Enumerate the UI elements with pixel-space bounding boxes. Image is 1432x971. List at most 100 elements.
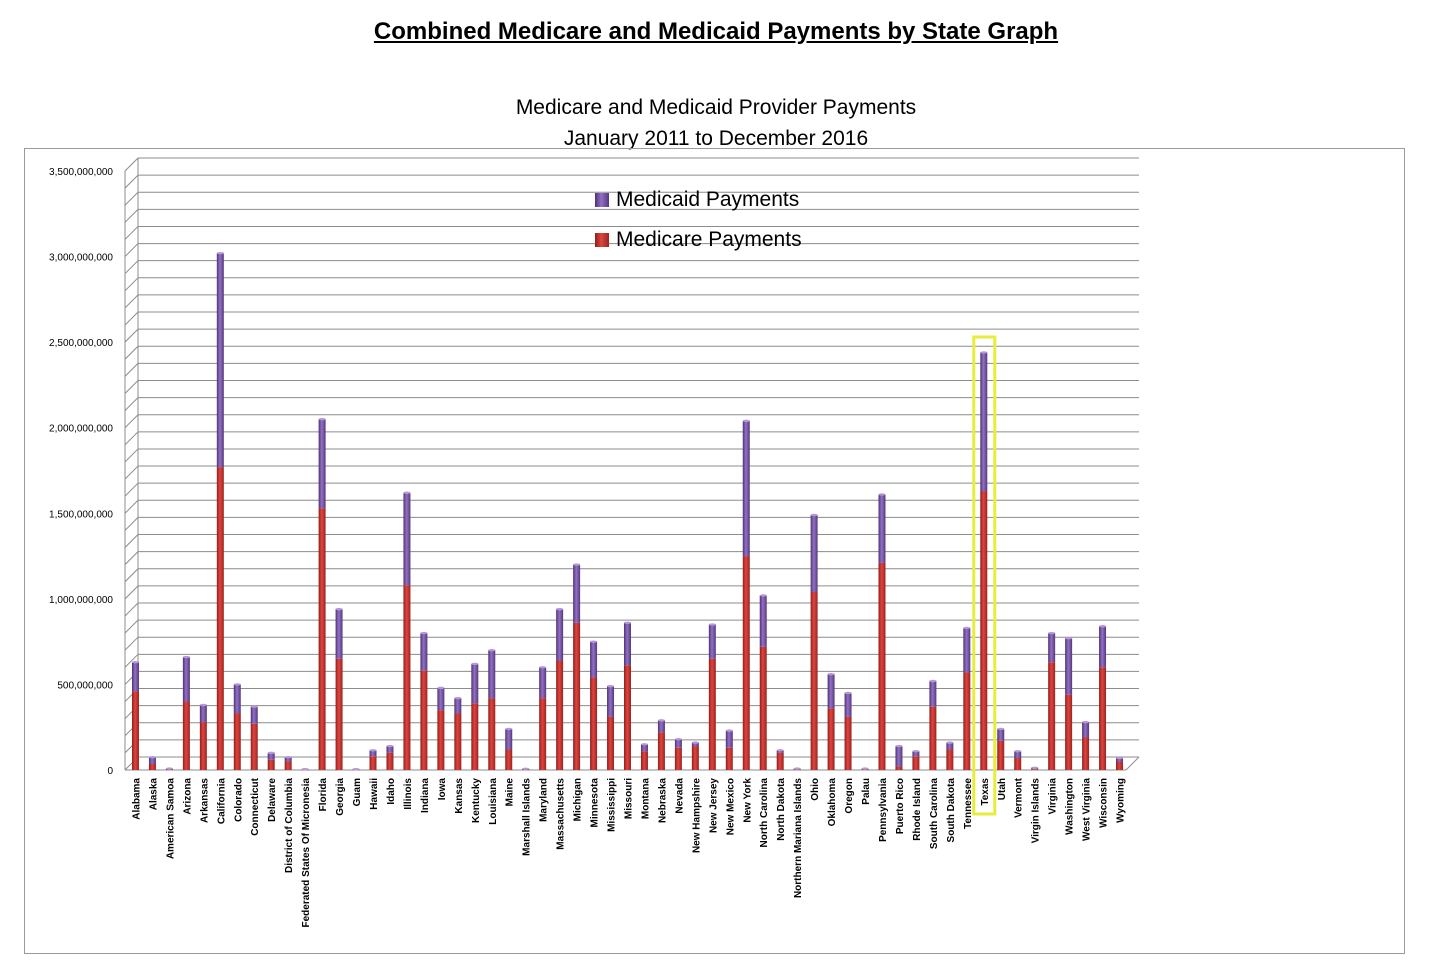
x-tick-label: Illinois xyxy=(403,778,414,810)
x-tick-label: Kentucky xyxy=(471,778,482,823)
bar-medicaid-texas xyxy=(980,352,988,492)
label-layer: 0 500,000,000 1,000,000,000 1,500,000,000 2,… xyxy=(49,167,1126,928)
bar-cap xyxy=(1116,756,1124,760)
bar-medicare-california xyxy=(216,467,224,770)
bar-medicare-arkansas xyxy=(199,722,207,770)
gridline-depth xyxy=(124,260,139,275)
bar-medicare-south-dakota xyxy=(946,749,954,770)
x-tick-label: Marshall Islands xyxy=(522,778,533,856)
x-tick-label: Northern Mariana Islands xyxy=(793,778,804,898)
x-tick-label: Arkansas xyxy=(199,778,210,823)
gridline-depth xyxy=(124,534,139,548)
bar-medicare-hawaii xyxy=(369,756,377,770)
x-tick-label: Oklahoma xyxy=(827,778,838,827)
legend: Medicaid Payments Medicare Payments xyxy=(595,188,802,251)
bar-medicare-indiana xyxy=(420,670,428,770)
bar-medicare-tennessee xyxy=(963,672,971,770)
bar-medicare-nebraska xyxy=(657,732,665,770)
bar-cap xyxy=(1082,720,1090,724)
bar-medicare-maryland xyxy=(539,698,547,770)
bar-medicaid-utah xyxy=(997,728,1005,741)
bar-medicare-new-jersey xyxy=(708,658,716,770)
gridline-depth xyxy=(124,277,139,292)
x-tick-label: Vermont xyxy=(1014,777,1025,818)
gridline-depth xyxy=(124,397,139,411)
x-tick-label: Guam xyxy=(352,778,363,806)
bar-medicare-maine xyxy=(505,749,513,770)
x-tick-label: Georgia xyxy=(335,778,346,816)
bar-medicare-west-virginia xyxy=(1082,737,1090,770)
x-tick-label: Nevada xyxy=(674,778,685,814)
bar-cap xyxy=(657,719,665,722)
bar-medicaid-georgia xyxy=(335,609,343,659)
bar-medicaid-kansas xyxy=(454,698,462,714)
bar-medicare-oregon xyxy=(844,716,852,770)
y-tick-label: 1,000,000,000 xyxy=(49,595,113,606)
bar-medicaid-rhode-island xyxy=(912,751,920,757)
bar-medicaid-massachusetts xyxy=(556,609,564,661)
bar-medicaid-maine xyxy=(505,728,513,750)
page-title: Combined Medicare and Medicaid Payments … xyxy=(373,18,1059,45)
bar-cap xyxy=(165,767,173,770)
bar-medicaid-minnesota xyxy=(590,641,598,678)
bar-medicare-puerto-rico xyxy=(895,766,903,770)
x-tick-label: Rhode Island xyxy=(912,778,923,841)
legend-label: Medicare Payments xyxy=(616,228,802,251)
y-tick-label: 2,000,000,000 xyxy=(49,424,113,435)
bar-medicaid-oklahoma xyxy=(827,674,835,709)
y-tick-label: 2,500,000,000 xyxy=(49,338,113,349)
bar-cap xyxy=(929,679,937,683)
legend-swatch xyxy=(595,233,609,247)
x-tick-label: Wisconsin xyxy=(1099,778,1110,828)
bar-medicare-connecticut xyxy=(250,723,258,770)
x-tick-label: Federated States Of Micronesia xyxy=(301,778,312,928)
bar-cap xyxy=(522,767,530,771)
bar-medicaid-arizona xyxy=(182,657,190,702)
gridline-depth xyxy=(124,448,139,463)
bar-cap xyxy=(420,631,428,635)
legend-label: Medicaid Payments xyxy=(616,188,799,211)
bar-medicare-virginia xyxy=(1048,662,1056,770)
bar-medicare-vermont xyxy=(1014,758,1022,770)
bar-medicare-delaware xyxy=(267,759,275,770)
bar-cap xyxy=(997,727,1005,731)
stacked-bar-chart: 0 500,000,000 1,000,000,000 1,500,000,000 2,… xyxy=(49,157,1140,928)
highlight-layer xyxy=(972,335,997,816)
x-tick-label: District of Columbia xyxy=(284,778,295,873)
bar-cap xyxy=(844,691,852,695)
gridline-depth xyxy=(124,226,139,240)
gridline-depth xyxy=(124,191,139,206)
bar-medicaid-indiana xyxy=(420,633,428,671)
y-tick-label: 500,000,000 xyxy=(57,680,113,691)
bar-cap xyxy=(1031,766,1039,769)
x-tick-label: Ohio xyxy=(810,778,821,801)
bar-cap xyxy=(573,563,581,566)
x-tick-label: West Virginia xyxy=(1082,778,1093,841)
x-tick-label: Missouri xyxy=(624,778,635,819)
x-tick-label: Colorado xyxy=(233,778,244,822)
bar-medicare-pennsylvania xyxy=(878,562,886,770)
bar-medicare-kansas xyxy=(454,713,462,770)
chart-subtitle-line: January 2011 to December 2016 xyxy=(563,127,869,150)
bar-medicare-new-hampshire xyxy=(691,746,699,770)
legend-swatch xyxy=(595,193,609,207)
bar-medicaid-south-carolina xyxy=(929,681,937,707)
bar-medicaid-new-mexico xyxy=(725,730,733,748)
bar-cap xyxy=(742,419,750,423)
x-tick-label: Mississippi xyxy=(607,778,618,832)
gridline-depth xyxy=(124,380,139,394)
bar-cap xyxy=(335,607,343,611)
bar-cap xyxy=(946,741,954,744)
bar-cap xyxy=(369,749,377,752)
bar-cap xyxy=(1014,749,1022,753)
x-tick-label: American Samoa xyxy=(165,778,176,860)
bar-cap xyxy=(895,744,903,748)
bar-medicare-missouri xyxy=(624,665,631,770)
bar-cap xyxy=(233,683,241,686)
bar-cap xyxy=(199,703,207,707)
x-tick-label: South Dakota xyxy=(946,778,957,843)
bar-cap xyxy=(691,741,699,744)
bar-medicaid-north-carolina xyxy=(759,595,767,647)
bar-medicaid-louisiana xyxy=(488,650,496,699)
bar-medicare-idaho xyxy=(386,752,394,770)
